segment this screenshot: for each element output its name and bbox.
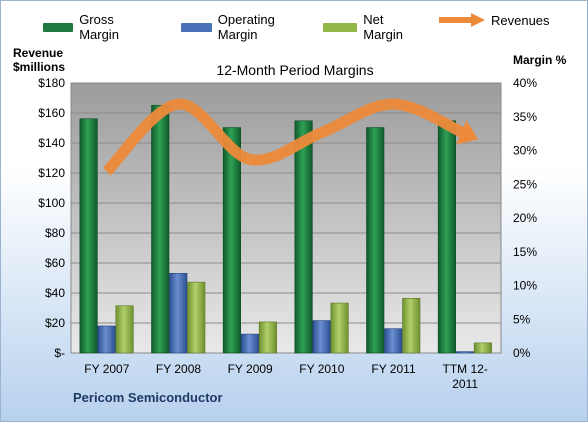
x-tick-label: FY 2011	[371, 362, 416, 376]
bar-operating-margin	[385, 329, 403, 353]
bar-gross-margin	[152, 105, 170, 353]
bar-net-margin	[474, 343, 492, 353]
right-tick-label: 15%	[513, 245, 537, 259]
right-tick-label: 5%	[513, 312, 531, 326]
left-tick-label: $20	[45, 316, 65, 330]
left-tick-label: $140	[38, 136, 65, 150]
x-tick-label: FY 2010	[299, 362, 344, 376]
x-tick-label: FY 2009	[228, 362, 273, 376]
x-tick-label: TTM 12-	[442, 362, 487, 376]
bar-gross-margin	[438, 121, 456, 353]
left-tick-label: $100	[38, 196, 65, 210]
left-tick-label: $80	[45, 226, 65, 240]
bar-operating-margin	[313, 321, 331, 353]
bar-gross-margin	[80, 119, 98, 353]
left-tick-label: $180	[38, 76, 65, 90]
bar-operating-margin	[98, 326, 116, 353]
bar-gross-margin	[367, 128, 385, 353]
right-tick-label: 10%	[513, 279, 537, 293]
right-tick-label: 30%	[513, 144, 537, 158]
left-tick-label: $160	[38, 106, 65, 120]
bar-net-margin	[403, 298, 421, 353]
x-tick-label: FY 2008	[156, 362, 201, 376]
right-tick-label: 25%	[513, 177, 537, 191]
company-name: Pericom Semiconductor	[73, 390, 223, 405]
right-tick-label: 40%	[513, 76, 537, 90]
bar-net-margin	[259, 322, 277, 353]
left-tick-label: $-	[54, 346, 65, 360]
bar-operating-margin	[170, 273, 188, 353]
x-tick-label: FY 2007	[84, 362, 129, 376]
bar-net-margin	[188, 282, 206, 353]
bar-operating-margin	[241, 334, 259, 353]
right-tick-label: 20%	[513, 211, 537, 225]
right-tick-label: 0%	[513, 346, 531, 360]
bar-gross-margin	[223, 128, 241, 353]
bar-net-margin	[331, 303, 349, 353]
left-tick-label: $120	[38, 166, 65, 180]
left-tick-label: $60	[45, 256, 65, 270]
x-tick-label: 2011	[452, 377, 478, 391]
bar-operating-margin	[456, 352, 474, 353]
bar-net-margin	[116, 306, 134, 353]
right-tick-label: 35%	[513, 110, 537, 124]
bar-gross-margin	[295, 121, 313, 353]
left-tick-label: $40	[45, 286, 65, 300]
